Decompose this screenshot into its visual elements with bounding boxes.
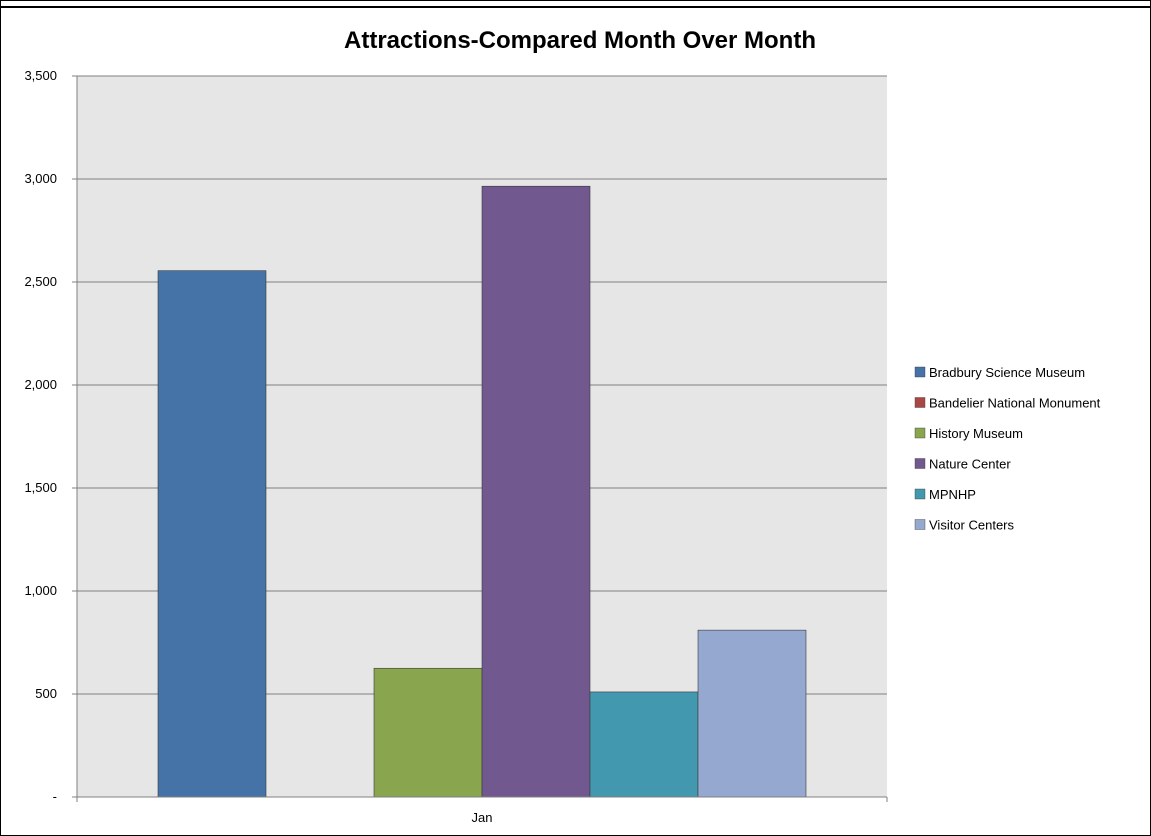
y-tick-label: 3,000: [24, 171, 57, 186]
axes: [76, 76, 887, 798]
legend-label: History Museum: [929, 426, 1023, 441]
y-tick-label: 3,500: [24, 68, 57, 83]
legend-label: Bradbury Science Museum: [929, 365, 1085, 380]
legend-swatch: [914, 427, 926, 439]
legend-swatch: [914, 366, 926, 378]
bar: [373, 667, 483, 798]
x-tick-label: Jan: [472, 810, 493, 825]
bar: [589, 691, 699, 798]
y-axis-ticks: - 500 1,000 1,500 2,000 2,500 3,000 3,500: [24, 68, 77, 804]
y-tick-label: 2,000: [24, 377, 57, 392]
legend-swatch: [914, 458, 926, 469]
legend: Bradbury Science Museum Bandelier Nationa…: [914, 365, 1101, 533]
y-tick-label: 500: [35, 686, 57, 701]
y-tick-label: 1,500: [24, 480, 57, 495]
legend-swatch: [914, 488, 926, 500]
bar: [697, 629, 807, 798]
legend-swatch: [914, 397, 926, 408]
legend-label: Visitor Centers: [929, 518, 1015, 533]
legend-label: Nature Center: [929, 457, 1011, 472]
legend-label: Bandelier National Monument: [929, 396, 1101, 411]
x-axis-ticks: Jan: [76, 797, 888, 825]
y-tick-label: 2,500: [24, 274, 57, 289]
legend-swatch: [914, 519, 926, 530]
legend-label: MPNHP: [929, 487, 976, 502]
bars: [157, 185, 807, 798]
bar: [157, 270, 267, 798]
bar: [481, 185, 591, 798]
y-tick-label: 1,000: [24, 583, 57, 598]
y-tick-label: -: [53, 789, 57, 804]
chart-title: Attractions-Compared Month Over Month: [344, 27, 816, 54]
